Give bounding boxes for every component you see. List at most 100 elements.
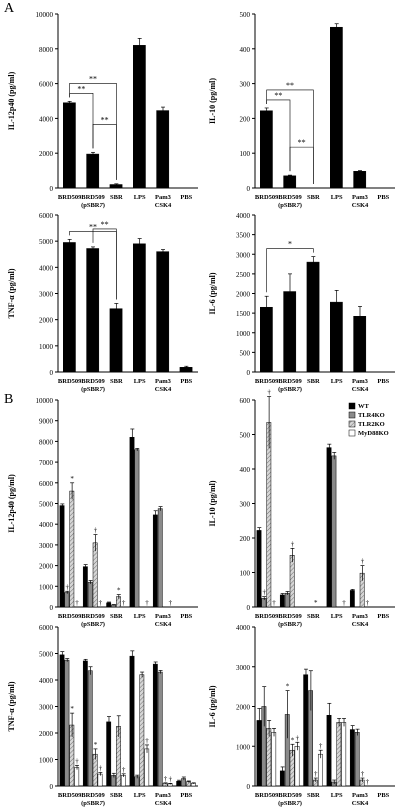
chart6-mark-s2-1: * <box>94 741 98 749</box>
chart7-mark-s2-1: * <box>291 736 295 744</box>
chart1-bar-s0-3 <box>330 26 343 189</box>
chart4-bar-s2-0 <box>69 490 75 608</box>
panel-label-a: A <box>4 1 15 16</box>
chart6-mark-s3-4: † <box>169 775 173 783</box>
chart4-ytick-label-3: 3000 <box>39 542 54 550</box>
chart1-ylabel: IL-10 (pg/ml) <box>208 78 217 124</box>
chart6-bar-s0-4 <box>152 663 158 787</box>
chart3-bracket-label-0: * <box>288 240 292 249</box>
legend-swatch-0 <box>348 402 356 410</box>
chart1-bracket-2 <box>289 146 314 184</box>
chart6-bar-s3-0 <box>74 767 80 787</box>
chart6-mark-s3-0: † <box>75 757 79 765</box>
chart4-ylabel: IL-12p40 (pg/ml) <box>7 474 16 533</box>
chart5-mark-s2-0: † <box>267 389 271 397</box>
chart6-xtick-label-2: SBR <box>110 792 123 799</box>
chart7-xtick-label-4-line2: CSK4 <box>352 800 369 807</box>
chart5-ytick-label-2: 200 <box>240 535 251 543</box>
chart1-xtick-label-1: BRD509 <box>278 194 302 201</box>
chart0-bracket-label-0: ** <box>77 84 85 93</box>
chart4-mark-s3-2: † <box>122 599 126 607</box>
chart5-bar-s0-1 <box>279 594 285 608</box>
chart2-ytick-label-2: 2000 <box>39 317 54 325</box>
chart6-bar-s0-0 <box>59 654 65 787</box>
chart0-bracket-2 <box>92 124 117 180</box>
chart5-mark-s1-0: † <box>262 589 266 597</box>
chart4-ytick-label-6: 6000 <box>39 480 54 488</box>
chart3-ytick-label-7: 3500 <box>236 232 251 240</box>
chart4-ytick-label-0: 0 <box>50 604 54 612</box>
chart4-ytick-label-9: 9000 <box>39 418 54 426</box>
chart6-mark-s2-0: * <box>70 705 74 713</box>
chart5-bar-s1-3 <box>331 455 337 608</box>
chart1-bracket-label-0: ** <box>274 91 282 100</box>
chart5-xtick-label-0: BRD509 <box>255 613 279 620</box>
chart5-bar-s2-1 <box>289 555 295 608</box>
chart5-bar-s0-3 <box>326 447 332 608</box>
chart4-xtick-label-4-line2: CSK4 <box>155 621 172 628</box>
chart4-mark-s2-1: † <box>94 527 98 535</box>
chart5-ytick-label-1: 100 <box>240 570 251 578</box>
chart0-xtick-label-1-line2: (pSBR7) <box>81 202 105 209</box>
chart6-xtick-label-4-line2: CSK4 <box>155 800 172 807</box>
chart2-ytick-label-1: 1000 <box>39 343 54 351</box>
chart3-ylabel: IL-6 (pg/ml) <box>208 272 217 314</box>
chart4-bar-s2-1 <box>92 542 98 608</box>
chart7-bar-s3-1 <box>294 746 300 787</box>
chart0-ytick-label-5: 10000 <box>36 11 54 19</box>
chart7-xtick-label-2: SBR <box>307 792 320 799</box>
chart7-bar-s0-2 <box>303 674 309 787</box>
chart1-bar-s0-0 <box>260 110 273 189</box>
chart2-ylabel: TNF-α (pg/ml) <box>7 268 16 318</box>
chart7-xtick-label-3: LPS <box>331 792 343 799</box>
chart6-ytick-label-4: 4000 <box>39 677 54 685</box>
chart5-xtick-label-1-line2: (pSBR7) <box>278 621 302 628</box>
chart3-ytick-label-5: 2500 <box>236 271 251 279</box>
chart3-xtick-label-3: LPS <box>331 378 343 385</box>
chart4-xtick-label-1-line2: (pSBR7) <box>81 621 105 628</box>
chart5-ytick-label-6: 600 <box>240 397 251 405</box>
chart1-bar-s0-1 <box>283 175 297 189</box>
chart3-xtick-label-1: BRD509 <box>278 378 302 385</box>
chart4-xtick-label-3: LPS <box>134 613 146 620</box>
chart1-bracket-1 <box>266 89 314 184</box>
chart6-bar-s1-4 <box>157 671 163 787</box>
chart0-xtick-label-5: PBS <box>180 194 192 201</box>
chart7-mark-s2-4: † <box>361 770 365 778</box>
chart5-mark-s2-2: * <box>314 599 318 607</box>
chart2-ytick-label-3: 3000 <box>39 291 54 299</box>
chart2-bar-s0-0 <box>63 242 76 373</box>
chart0-xtick-label-4-line2: CSK4 <box>155 202 172 209</box>
chart3-ytick-label-4: 2000 <box>236 291 251 299</box>
chart1-xtick-label-3: LPS <box>331 194 343 201</box>
chart6-mark-s2-4: † <box>164 775 168 783</box>
chart6-ytick-label-1: 1000 <box>39 757 54 765</box>
chart0-bracket-label-1: ** <box>89 74 97 83</box>
chart7-xtick-label-0: BRD509 <box>255 792 279 799</box>
chart2-bar-s0-1 <box>86 248 100 373</box>
chart5-ytick-label-5: 500 <box>240 432 251 440</box>
chart1-ytick-label-1: 100 <box>240 150 251 158</box>
chart7-bar-s2-3 <box>336 722 342 787</box>
chart5-bar-s1-1 <box>284 592 290 608</box>
legend-swatch-3 <box>348 429 356 437</box>
chart1-bar-s0-4 <box>353 171 367 189</box>
chart2-bracket-1 <box>92 228 117 300</box>
chart5-xtick-label-2: SBR <box>307 613 320 620</box>
chart0-xtick-label-1: BRD509 <box>81 194 105 201</box>
chart1-xtick-label-0: BRD509 <box>255 194 279 201</box>
chart5-ytick-label-4: 400 <box>240 466 251 474</box>
chart0-ytick-label-4: 8000 <box>39 46 54 54</box>
chart4-ytick-label-4: 4000 <box>39 521 54 529</box>
chart4-bar-s1-1 <box>87 581 93 608</box>
chart4-mark-s3-4: † <box>169 599 173 607</box>
chart3-ytick-label-2: 1000 <box>236 330 251 338</box>
chart4-ytick-label-1: 1000 <box>39 583 54 591</box>
chart7-xtick-label-1-line2: (pSBR7) <box>278 800 302 807</box>
chart4-ytick-label-5: 5000 <box>39 501 54 509</box>
chart0-ytick-label-1: 2000 <box>39 150 54 158</box>
chart5-mark-s2-1: † <box>291 540 295 548</box>
chart1-xtick-label-1-line2: (pSBR7) <box>278 202 302 209</box>
chart7-ytick-label-4: 4000 <box>236 624 251 632</box>
